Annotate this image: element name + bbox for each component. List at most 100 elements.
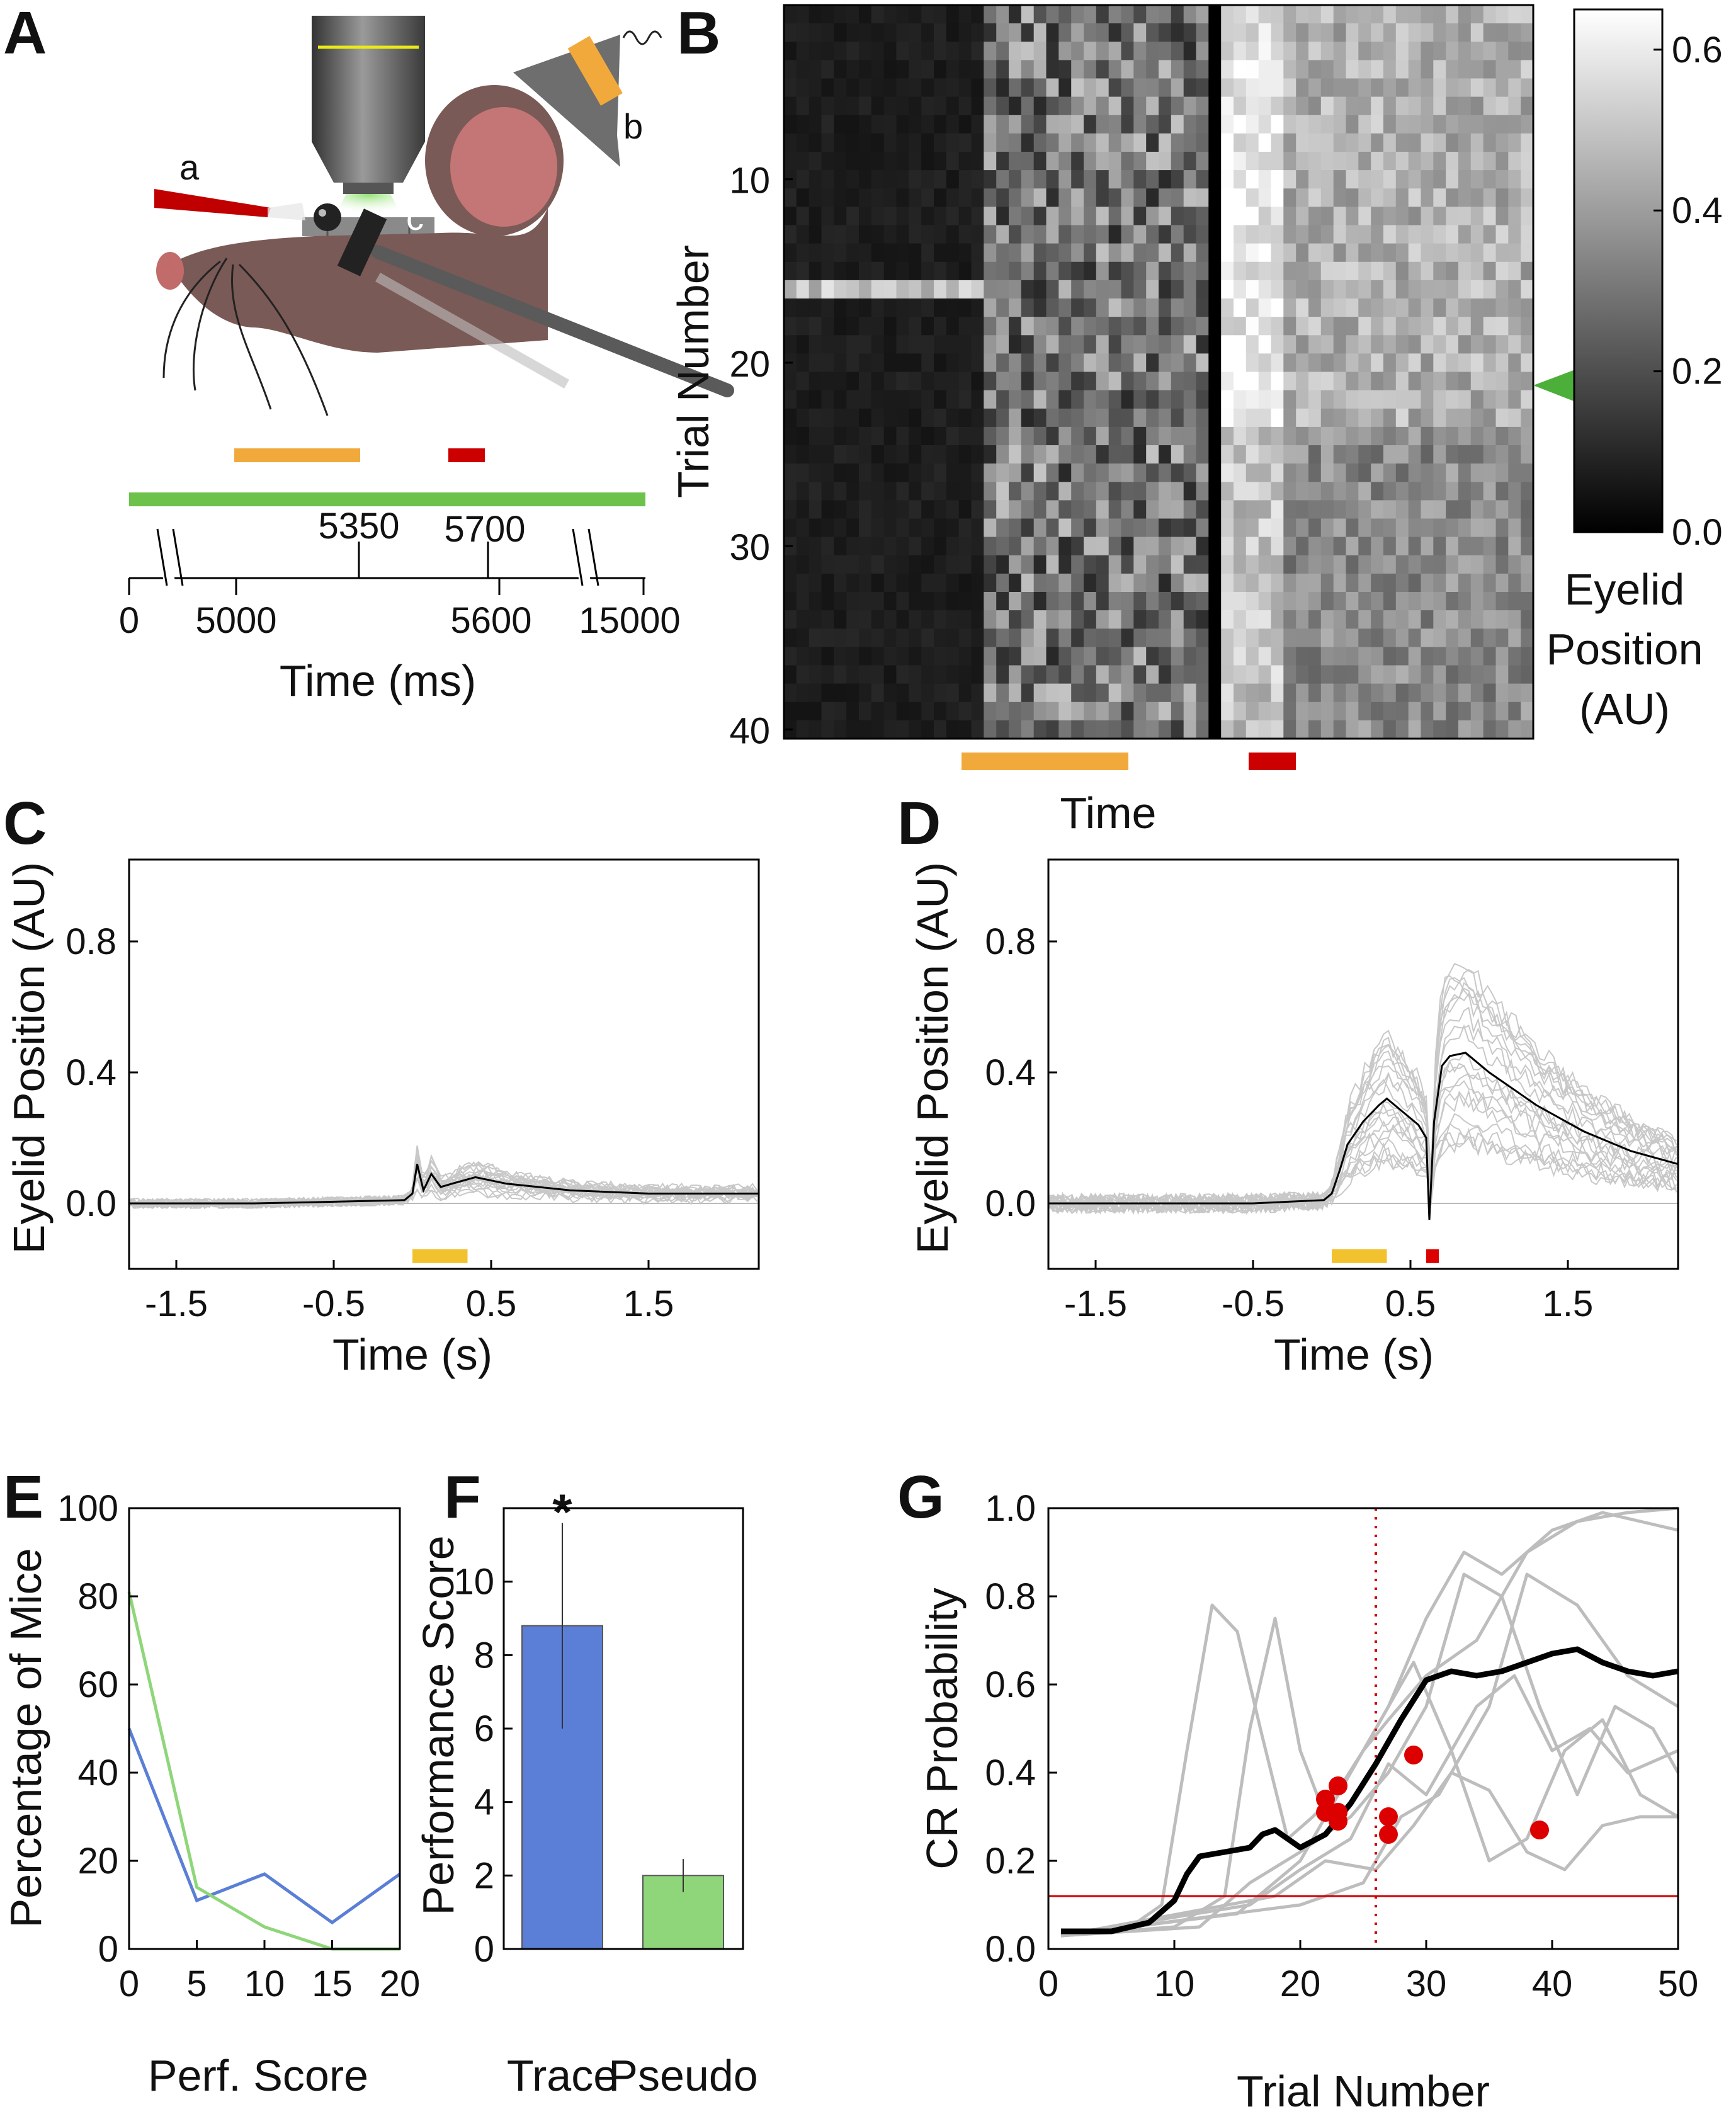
heatmap-us-bar: [1249, 753, 1296, 770]
individual-cr-curve: [1060, 1572, 1679, 1938]
heatmap-cell: [934, 261, 947, 281]
heatmap-cell: [1096, 518, 1109, 538]
heatmap-cell: [1146, 207, 1159, 226]
heatmap-cell: [1521, 353, 1534, 373]
heatmap-cell: [909, 537, 922, 556]
heatmap-cell: [1508, 628, 1521, 647]
heatmap-cell: [896, 573, 909, 593]
heatmap-cell: [1521, 702, 1534, 721]
heatmap-cell: [909, 408, 922, 428]
heatmap-cell: [934, 188, 947, 207]
heatmap-cell: [1371, 610, 1384, 629]
heatmap-cell: [883, 573, 897, 593]
heatmap-cell: [909, 133, 922, 152]
heatmap-cell: [1383, 243, 1397, 263]
heatmap-cell: [1433, 408, 1446, 428]
heatmap-cell: [1108, 152, 1122, 171]
heatmap-cell: [1221, 518, 1234, 538]
heatmap-cell: [1196, 280, 1209, 299]
heatmap-cell: [1458, 720, 1472, 739]
heatmap-cell: [834, 60, 847, 79]
heatmap-cell: [1446, 665, 1459, 685]
heatmap-cell: [1245, 592, 1259, 611]
heatmap-cell: [1133, 317, 1147, 336]
heatmap-cell: [1433, 23, 1446, 42]
heatmap-cell: [1446, 96, 1459, 116]
panel-f-ylabel: Performance Score: [414, 1535, 463, 1915]
heatmap-cell: [1146, 573, 1159, 593]
heatmap-cell: [1383, 133, 1397, 152]
heatmap-cell: [1183, 702, 1197, 721]
heatmap-cell: [946, 463, 960, 482]
heatmap-cell: [1358, 720, 1371, 739]
panel-g-xlabel: Trial Number: [1237, 2067, 1490, 2116]
heatmap-cell: [909, 23, 922, 42]
heatmap-cell: [1508, 115, 1521, 134]
heatmap-cell: [1395, 188, 1409, 207]
heatmap-cell: [1271, 225, 1284, 244]
heatmap-cell: [883, 592, 897, 611]
heatmap-cell: [796, 500, 810, 520]
heatmap-cell: [1333, 60, 1347, 79]
heatmap-cell: [984, 133, 997, 152]
heatmap-cell: [996, 720, 1009, 739]
heatmap-cell: [1470, 115, 1484, 134]
heatmap-cell: [1108, 5, 1122, 24]
heatmap-cell: [1346, 372, 1359, 391]
heatmap-cell: [1421, 115, 1434, 134]
heatmap-cell: [834, 720, 847, 739]
heatmap-y-tick-label: 30: [729, 527, 770, 568]
heatmap-cell: [1433, 225, 1446, 244]
heatmap-cell: [1121, 500, 1134, 520]
heatmap-cell: [1245, 115, 1259, 134]
y-tick-label: 0.8: [65, 921, 116, 962]
heatmap-cell: [1371, 115, 1384, 134]
heatmap-cell: [1283, 243, 1296, 263]
heatmap-cell: [1108, 702, 1122, 721]
heatmap-cell: [846, 152, 859, 171]
heatmap-cell: [1283, 115, 1296, 134]
heatmap-cell: [1395, 133, 1409, 152]
heatmap-cell: [1058, 261, 1072, 281]
heatmap-cell: [1470, 243, 1484, 263]
heatmap-cell: [1221, 317, 1234, 336]
heatmap-cell: [1234, 426, 1247, 446]
heatmap-cell: [1470, 482, 1484, 501]
heatmap-cell: [1171, 537, 1184, 556]
heatmap-cell: [1458, 445, 1472, 464]
heatmap-cell: [1221, 207, 1234, 226]
heatmap-cell: [1495, 537, 1509, 556]
heatmap-cell: [996, 207, 1009, 226]
heatmap-cell: [834, 207, 847, 226]
heatmap-cell: [871, 243, 885, 263]
heatmap-cell: [1296, 702, 1309, 721]
heatmap-cell: [1446, 500, 1459, 520]
heatmap-cell: [1495, 426, 1509, 446]
heatmap-cell: [934, 115, 947, 134]
heatmap-cell: [1058, 390, 1072, 409]
heatmap-cell: [934, 152, 947, 171]
heatmap-cell: [859, 23, 872, 42]
heatmap-cell: [883, 115, 897, 134]
heatmap-cell: [1108, 335, 1122, 354]
heatmap-cell: [1009, 445, 1022, 464]
heatmap-cell: [1395, 170, 1409, 189]
heatmap-cell: [1009, 573, 1022, 593]
heatmap-cell: [934, 408, 947, 428]
heatmap-cell: [1196, 426, 1209, 446]
heatmap-cell: [1171, 207, 1184, 226]
heatmap-cell: [1133, 665, 1147, 685]
heatmap-cell: [1258, 317, 1272, 336]
heatmap-cell: [808, 610, 822, 629]
panel-d-chart: -1.5 -0.5 0.5 1.50.80.40.0 Eyelid Position …: [908, 858, 1679, 1379]
heatmap-cell: [1245, 537, 1259, 556]
heatmap-cell: [1320, 188, 1334, 207]
heatmap-cell: [1159, 408, 1172, 428]
heatmap-cell: [1383, 555, 1397, 574]
heatmap-cell: [1308, 188, 1322, 207]
heatmap-cell: [1296, 23, 1309, 42]
heatmap-cell: [1009, 243, 1022, 263]
heatmap-cell: [1320, 298, 1334, 317]
heatmap-cell: [1245, 500, 1259, 520]
heatmap-cell: [821, 537, 834, 556]
